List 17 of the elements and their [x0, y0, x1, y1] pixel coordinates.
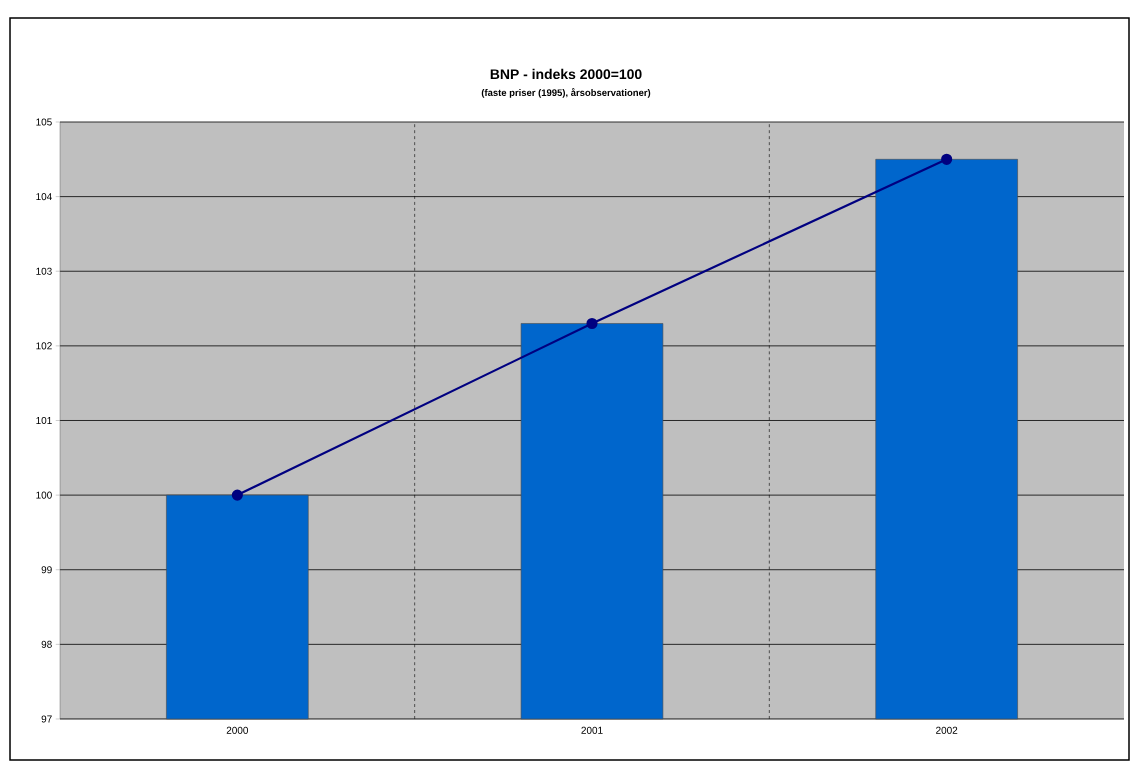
y-tick-label: 98	[41, 640, 52, 648]
point	[586, 317, 598, 330]
y-tick-label: 105	[36, 118, 52, 126]
x-tick-label: 2002	[936, 726, 958, 734]
point	[941, 153, 953, 165]
x-tick-label: 2000	[226, 726, 249, 734]
y-tick-label: 103	[36, 267, 52, 275]
x-tick-label: 2001	[581, 726, 603, 734]
y-tick-label: 99	[41, 566, 52, 574]
y-tick-label: 97	[41, 715, 52, 723]
y-tick-label: 101	[36, 416, 52, 425]
y-tick-label: 100	[36, 491, 52, 499]
chart-title: BNP - indeks 2000=100	[490, 68, 642, 80]
y-tick-label: 102	[36, 342, 52, 350]
point	[231, 489, 243, 501]
y-tick-label: 104	[36, 193, 52, 201]
chart-subtitle: (faste priser (1995), årsobservationer)	[481, 88, 651, 98]
